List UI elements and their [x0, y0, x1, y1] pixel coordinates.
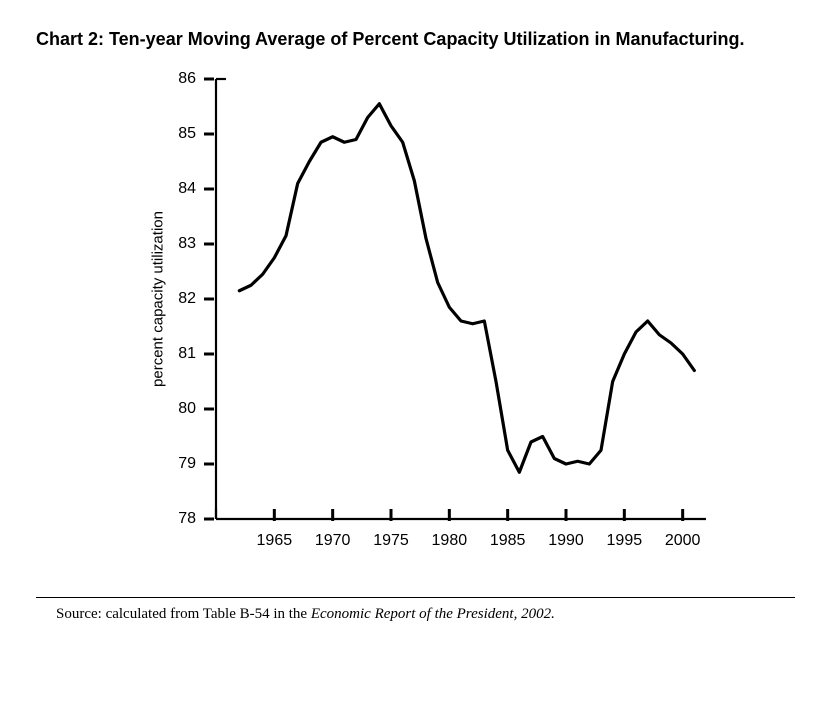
x-tick-label: 1970	[314, 532, 350, 549]
y-tick-label: 82	[178, 290, 196, 307]
y-tick-label: 84	[178, 180, 196, 197]
x-tick-label: 2000	[664, 532, 700, 549]
divider	[36, 597, 795, 598]
line-chart: 78 79 80 81 82 83 84 85 86 1965 1970 1975 1980 1985 19…	[106, 59, 726, 579]
x-tick-label: 1995	[606, 532, 642, 549]
y-tick-label: 85	[178, 125, 196, 142]
source-prefix: Source: calculated from Table B-54 in th…	[56, 606, 311, 622]
source-line: Source: calculated from Table B-54 in th…	[36, 606, 795, 623]
x-tick-label: 1965	[256, 532, 292, 549]
y-tick-label: 86	[178, 70, 196, 87]
x-tick-label: 1985	[489, 532, 525, 549]
y-tick-label: 80	[178, 400, 196, 417]
x-tick-label: 1975	[373, 532, 409, 549]
y-tick-label: 79	[178, 455, 196, 472]
chart-title: Chart 2: Ten-year Moving Average of Perc…	[36, 28, 795, 51]
page: Chart 2: Ten-year Moving Average of Perc…	[0, 0, 831, 702]
y-axis-label: percent capacity utilization	[149, 211, 166, 387]
x-tick-label: 1990	[548, 532, 584, 549]
data-line	[239, 103, 694, 472]
x-tick-label: 1980	[431, 532, 467, 549]
source-italic: Economic Report of the President, 2002.	[311, 606, 555, 622]
chart-area: percent capacity utilization 78 79 80 81 82 8…	[106, 59, 726, 579]
y-tick-label: 78	[178, 510, 196, 527]
y-tick-label: 83	[178, 235, 196, 252]
y-tick-label: 81	[178, 345, 196, 362]
